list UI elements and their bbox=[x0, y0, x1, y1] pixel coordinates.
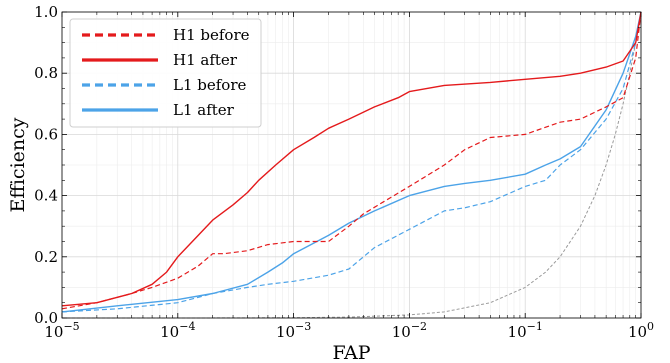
x-tick-label: 10−4 bbox=[160, 320, 195, 341]
legend-label: L1 before bbox=[173, 76, 247, 94]
legend-label: H1 after bbox=[173, 51, 238, 69]
series-line-l1-after bbox=[61, 11, 642, 313]
series-line-h1-before bbox=[61, 11, 642, 310]
x-tick-labels: 10−5 10−4 10−3 10−2 10−1 100 bbox=[44, 320, 654, 341]
y-tick-label: 0.6 bbox=[34, 125, 58, 143]
y-tick-label: 1.0 bbox=[34, 3, 58, 21]
series-line-l1-before bbox=[61, 11, 642, 313]
legend: H1 before H1 after L1 before L1 after bbox=[69, 18, 262, 128]
x-tick-label: 10−3 bbox=[276, 320, 311, 341]
y-tick-label: 0.8 bbox=[34, 64, 58, 82]
legend-label: H1 before bbox=[173, 26, 250, 44]
series-line-h1-after bbox=[61, 11, 642, 307]
y-tick-labels: 0.0 0.2 0.4 0.6 0.8 1.0 bbox=[34, 3, 58, 327]
x-tick-label: 10−1 bbox=[508, 320, 543, 341]
x-tick-label: 10−2 bbox=[392, 320, 427, 341]
legend-label: L1 after bbox=[173, 101, 235, 119]
y-tick-label: 0.0 bbox=[34, 309, 58, 327]
x-tick-label: 10−5 bbox=[44, 320, 79, 341]
axis-ticks bbox=[61, 11, 642, 319]
y-tick-label: 0.2 bbox=[34, 248, 58, 266]
legend-box bbox=[69, 18, 262, 128]
y-axis-title: Efficiency bbox=[7, 117, 29, 212]
x-axis-title: FAP bbox=[332, 342, 370, 363]
y-tick-label: 0.4 bbox=[34, 187, 58, 205]
x-tick-label: 100 bbox=[628, 320, 654, 341]
